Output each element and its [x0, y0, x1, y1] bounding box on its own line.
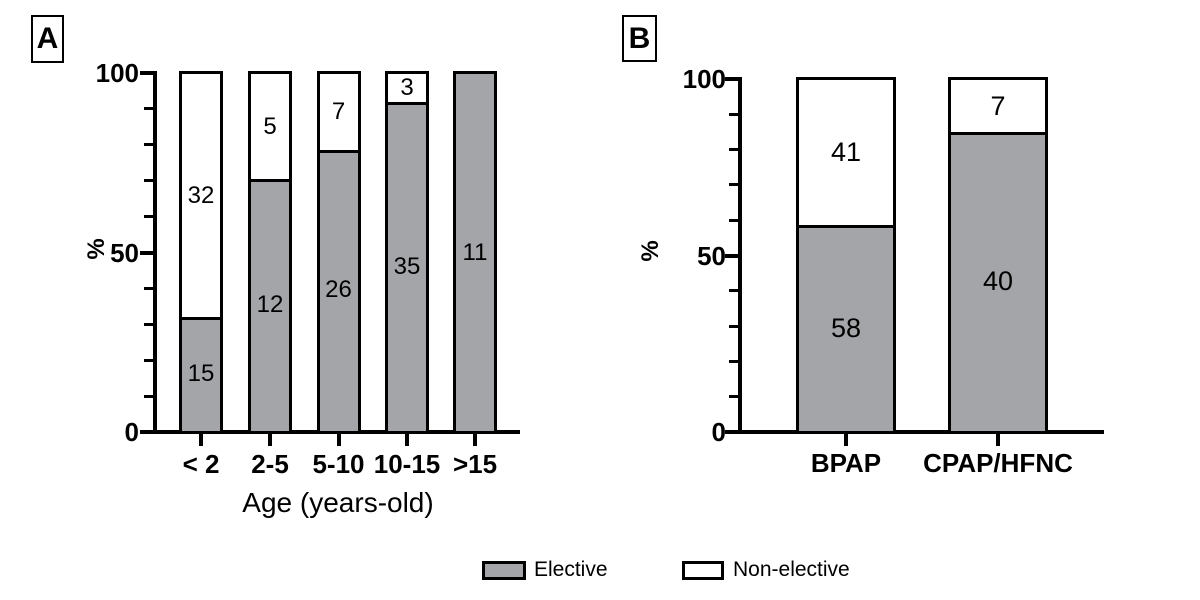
- y-tick-minor: [729, 183, 738, 187]
- y-tick-minor: [144, 322, 153, 326]
- x-category-label: >15: [452, 449, 498, 479]
- y-tick-minor: [144, 358, 153, 362]
- legend-label-non-elective: Non-elective: [733, 558, 850, 581]
- y-tick-minor: [729, 148, 738, 152]
- y-tick-major: [725, 253, 738, 258]
- y-tick-major: [140, 430, 153, 434]
- bar-count-label-non-elective: 32: [187, 181, 215, 209]
- panel-label-box: B: [622, 15, 657, 62]
- y-tick-major: [140, 250, 153, 255]
- x-tick: [268, 434, 272, 446]
- bar-count-label-non-elective: 41: [830, 137, 862, 168]
- legend-label-elective: Elective: [534, 558, 608, 581]
- y-tick-minor: [144, 394, 153, 398]
- bar-count-label-non-elective: 7: [331, 97, 346, 125]
- y-tick-label: 100: [682, 64, 726, 94]
- x-category-label: 5-10: [312, 449, 365, 479]
- bar: 12 5: [248, 71, 292, 434]
- bar: 58 41: [796, 77, 896, 434]
- x-category-label: 10-15: [373, 449, 441, 479]
- x-category-label: CPAP/HFNC: [923, 448, 1073, 478]
- x-category-label: < 2: [182, 449, 220, 479]
- bar: 15 32: [179, 71, 223, 434]
- x-axis-line: [153, 430, 520, 434]
- legend-swatch-non-elective: [682, 561, 724, 580]
- bar-segment-elective: [388, 102, 426, 431]
- y-tick-minor: [729, 289, 738, 293]
- y-tick-minor: [144, 215, 153, 219]
- y-axis-label: %: [637, 240, 664, 262]
- y-tick-minor: [729, 218, 738, 222]
- y-tick-major: [725, 77, 738, 81]
- panel-label: B: [628, 21, 651, 55]
- y-tick-minor: [729, 324, 738, 328]
- bar-count-label-elective: 15: [187, 360, 215, 388]
- y-tick-label: 50: [110, 237, 139, 268]
- bar-segment-elective: [251, 179, 289, 431]
- y-tick-major: [140, 71, 153, 75]
- bar-count-label-non-elective: 3: [400, 74, 414, 102]
- x-category-label: 2-5: [251, 449, 289, 479]
- y-tick-minor: [144, 143, 153, 147]
- x-tick: [473, 434, 477, 446]
- x-tick: [996, 434, 1000, 446]
- y-tick-minor: [144, 107, 153, 111]
- panel-label-box: A: [31, 15, 64, 63]
- y-tick-major: [725, 430, 738, 434]
- bar: 26 7: [316, 71, 361, 434]
- y-tick-label: 50: [697, 240, 726, 271]
- y-axis-label: %: [83, 238, 110, 260]
- bar-count-label-elective: 12: [256, 291, 284, 318]
- y-tick-minor: [729, 395, 738, 399]
- legend-swatch-elective: [482, 561, 526, 580]
- y-axis-line: [153, 71, 157, 434]
- y-tick-minor: [144, 286, 153, 290]
- bar-count-label-non-elective: 5: [263, 112, 277, 140]
- x-tick: [199, 434, 203, 446]
- y-tick-minor: [729, 359, 738, 363]
- y-tick-label: 100: [95, 58, 139, 88]
- bar-segment-elective: [182, 317, 220, 431]
- panel-label: A: [36, 22, 59, 55]
- bar-count-label-elective: 40: [982, 266, 1014, 297]
- y-tick-minor: [729, 112, 738, 116]
- x-category-label: BPAP: [810, 448, 882, 478]
- bar-count-label-non-elective: 7: [990, 90, 1006, 121]
- y-tick-label: 0: [124, 417, 139, 447]
- bar-count-label-elective: 26: [325, 276, 352, 304]
- bar-segment-elective: [319, 149, 358, 431]
- x-tick: [405, 434, 409, 446]
- y-axis-line: [738, 77, 742, 434]
- bar-count-label-elective: 58: [830, 312, 862, 343]
- bar-segment-elective: [799, 225, 893, 431]
- bar: 40 7: [948, 77, 1048, 434]
- y-tick-minor: [144, 179, 153, 183]
- bar: 11: [453, 71, 497, 434]
- bar-count-label-elective: 11: [462, 238, 488, 266]
- x-axis-line: [738, 430, 1104, 434]
- bar-segment-elective: [456, 74, 494, 431]
- x-tick: [336, 434, 341, 446]
- bar: 35 3: [385, 71, 429, 434]
- y-tick-label: 0: [711, 417, 726, 447]
- bar-segment-elective: [951, 132, 1045, 431]
- x-axis-title: Age (years-old): [242, 487, 434, 518]
- x-tick: [844, 434, 848, 446]
- bar-count-label-elective: 35: [393, 252, 421, 280]
